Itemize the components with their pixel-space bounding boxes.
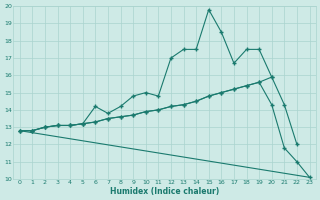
X-axis label: Humidex (Indice chaleur): Humidex (Indice chaleur) xyxy=(110,187,219,196)
